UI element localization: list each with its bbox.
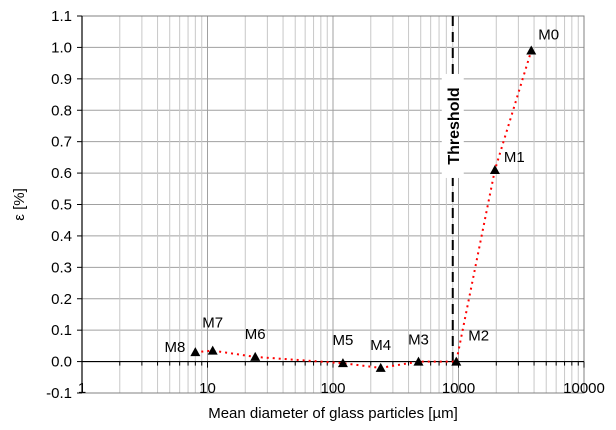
x-tick-label: 10000 [563,380,605,397]
data-point-label: M3 [408,332,429,349]
data-point-marker [489,164,500,174]
y-tick-label: 0.2 [51,291,72,308]
threshold-label: Threshold [446,87,463,164]
data-point-label: M8 [164,339,185,356]
data-point-label: M2 [468,328,489,345]
data-point-marker [337,358,348,368]
data-points [190,45,537,372]
x-tick-marks [81,361,585,368]
y-tick-label: 0.3 [51,259,72,276]
data-point-marker [207,345,218,355]
data-point-labels: M0 M1 M2 M3 M4 M5 M6 M7 M8 [164,27,559,357]
data-point-marker [190,347,201,357]
data-point-label: M1 [504,149,525,166]
y-tick-label: 0.5 [51,197,72,214]
y-tick-label: 1.1 [51,8,72,25]
data-point-marker [526,45,537,55]
x-tick-label: 1000 [442,380,475,397]
y-tick-label: 0.7 [51,134,72,151]
y-tick-label: 0.1 [51,322,72,339]
y-tick-label: 0.8 [51,102,72,119]
data-point-marker [375,362,386,372]
threshold-label-box: Threshold [441,73,464,178]
data-point-label: M7 [202,315,223,332]
x-tick-label: 100 [320,380,345,397]
data-point-label: M6 [245,326,266,343]
data-point-label: M5 [333,332,354,349]
y-tick-label: 1.0 [51,39,72,56]
y-axis-title: ε [%] [11,188,28,221]
y-tick-label: -0.1 [46,385,72,402]
data-point-label: M4 [370,337,391,354]
y-tick-marks [77,15,82,394]
data-point-marker [250,351,261,361]
y-tick-label: 0.4 [51,228,72,245]
x-tick-labels: 1 10 100 1000 10000 [78,380,605,397]
y-tick-label: 0.6 [51,165,72,182]
y-tick-labels: -0.1 0.0 0.1 0.2 0.3 0.4 0.5 0.6 0.7 0.8 0.9 1.0 1.1 [46,8,72,402]
data-point-marker [413,356,424,366]
data-point-label: M0 [538,27,559,44]
y-tick-label: 0.9 [51,71,72,88]
data-point-marker [451,356,462,366]
x-tick-label: 10 [199,380,216,397]
y-tick-label: 0.0 [51,354,72,371]
x-axis-title: Mean diameter of glass particles [µm] [208,405,458,422]
x-tick-label: 1 [78,380,86,397]
